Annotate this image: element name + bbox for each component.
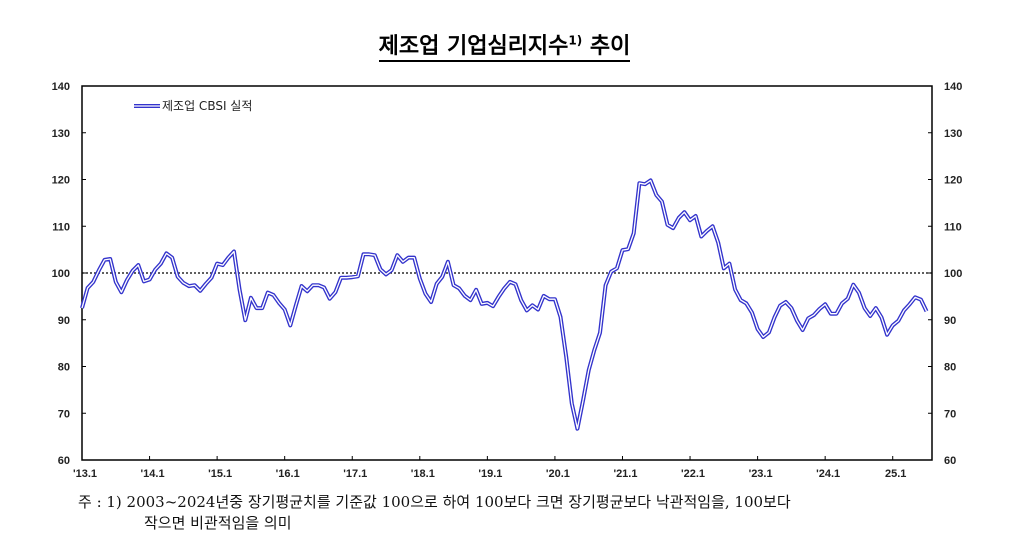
- x-tick-label: '17.1: [343, 468, 367, 480]
- x-tick-label: '23.1: [749, 468, 773, 480]
- y-tick-label-right: 110: [944, 221, 962, 233]
- legend: 제조업 CBSI 실적: [134, 99, 252, 113]
- y-tick-label-left: 140: [52, 81, 70, 93]
- y-tick-label-left: 90: [58, 315, 70, 327]
- y-tick-label-left: 120: [52, 175, 70, 187]
- footnote-line-1: 주 : 1) 2003~2024년중 장기평균치를 기준값 100으로 하여 1…: [78, 493, 791, 511]
- chart-title: 제조업 기업심리지수1) 추이: [0, 28, 1009, 62]
- y-tick-label-right: 70: [944, 408, 956, 420]
- legend-label: 제조업 CBSI 실적: [162, 99, 252, 113]
- x-tick-label: '15.1: [208, 468, 232, 480]
- x-tick-label: '21.1: [613, 468, 637, 480]
- y-tick-label-left: 80: [58, 362, 70, 374]
- y-tick-label-right: 130: [944, 128, 962, 140]
- y-tick-label-left: 70: [58, 408, 70, 420]
- line-chart: 60 60 70 70 80 80 90 90 100 100 110 110 120 120 130 130…: [52, 81, 963, 480]
- x-tick-label: 25.1: [885, 468, 906, 480]
- x-tick-label: '13.1: [73, 468, 97, 480]
- y-tick-label-right: 120: [944, 175, 962, 187]
- y-tick-label-right: 60: [944, 455, 956, 467]
- y-tick-label-right: 80: [944, 362, 956, 374]
- x-tick-label: '16.1: [276, 468, 300, 480]
- title-text: 제조업 기업심리지수: [378, 34, 569, 59]
- x-tick-label: '20.1: [546, 468, 570, 480]
- x-tick-label: '19.1: [478, 468, 502, 480]
- series-line-cbsi-inner: [81, 179, 928, 430]
- y-tick-label-left: 60: [58, 455, 70, 467]
- y-tick-label-right: 100: [944, 268, 962, 280]
- x-tick-label: '14.1: [141, 468, 165, 480]
- y-tick-label-left: 100: [52, 268, 70, 280]
- x-tick-label: '22.1: [681, 468, 705, 480]
- x-tick-label: '24.1: [816, 468, 840, 480]
- footnote: 주 : 1) 2003~2024년중 장기평균치를 기준값 100으로 하여 1…: [78, 492, 791, 534]
- title-suffix: 추이: [582, 34, 631, 59]
- footnote-line-2: 작으면 비관적임을 의미: [144, 514, 292, 532]
- title-footnote-mark: 1): [568, 33, 583, 48]
- y-tick-label-right: 140: [944, 81, 962, 93]
- x-tick-label: '18.1: [411, 468, 435, 480]
- y-tick-label-left: 110: [52, 221, 70, 233]
- series-line-cbsi: [80, 178, 929, 431]
- y-tick-label-left: 130: [52, 128, 70, 140]
- y-tick-label-right: 90: [944, 315, 956, 327]
